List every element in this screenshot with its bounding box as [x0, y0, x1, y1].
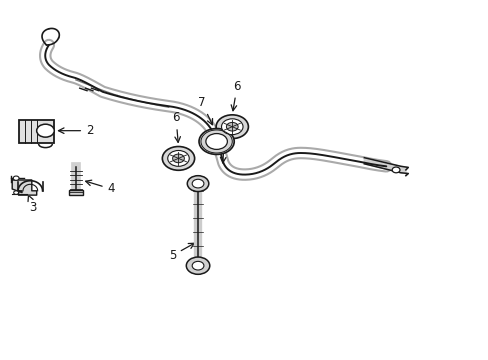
Text: 3: 3 [28, 195, 37, 213]
Circle shape [37, 124, 54, 137]
Circle shape [216, 115, 248, 139]
Circle shape [167, 150, 189, 166]
Polygon shape [12, 180, 37, 195]
Circle shape [13, 176, 19, 180]
Circle shape [14, 191, 19, 194]
Circle shape [199, 129, 234, 154]
Text: 4: 4 [85, 180, 115, 195]
Circle shape [226, 122, 238, 131]
Text: 6: 6 [172, 111, 180, 142]
Circle shape [391, 167, 399, 173]
Circle shape [187, 176, 208, 192]
Text: 5: 5 [168, 243, 194, 262]
Circle shape [205, 134, 227, 149]
Text: 2: 2 [59, 124, 93, 137]
Text: 6: 6 [231, 80, 241, 111]
FancyBboxPatch shape [69, 190, 82, 195]
Text: 7: 7 [198, 96, 212, 125]
Circle shape [162, 147, 194, 170]
Circle shape [221, 119, 243, 135]
Circle shape [186, 257, 209, 274]
Polygon shape [364, 158, 407, 176]
Circle shape [192, 261, 203, 270]
FancyBboxPatch shape [19, 120, 54, 143]
Circle shape [172, 154, 184, 163]
Text: 1: 1 [220, 126, 228, 163]
Circle shape [192, 179, 203, 188]
